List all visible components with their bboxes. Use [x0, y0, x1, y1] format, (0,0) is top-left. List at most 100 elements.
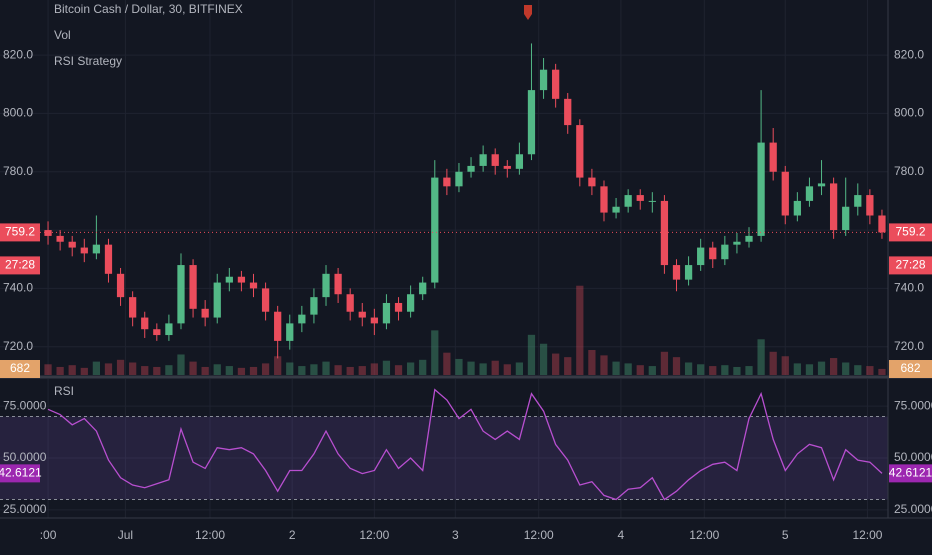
candle-body	[455, 171, 463, 187]
volume-bar	[491, 360, 499, 375]
volume-bar	[431, 330, 439, 375]
candle-body	[781, 171, 789, 216]
volume-bar	[68, 365, 76, 375]
y-tick-label: 800.0	[894, 106, 924, 120]
volume-bar	[564, 357, 572, 375]
candle-body	[805, 186, 814, 201]
indicator-label: RSI Strategy	[54, 54, 122, 68]
volume-bar	[757, 339, 765, 375]
volume-bar	[443, 352, 451, 375]
y-tick-label: 800.0	[3, 106, 33, 120]
volume-bar	[515, 362, 524, 375]
volume-bar	[697, 364, 705, 375]
candle-body	[697, 247, 705, 266]
candle-body	[684, 265, 693, 280]
candle-body	[165, 323, 173, 336]
rsi-title: RSI	[54, 384, 74, 398]
price-label-box	[0, 360, 40, 378]
candle-body	[177, 265, 185, 324]
rsi-band	[0, 416, 888, 500]
price-label-box	[0, 256, 40, 275]
x-tick-label: 12:00	[852, 528, 882, 542]
volume-bar	[104, 363, 113, 375]
volume-bar	[672, 357, 681, 375]
candle-body	[80, 247, 88, 254]
candle-body	[721, 244, 729, 260]
volume-bar	[406, 362, 415, 375]
price-label: 42.6121	[889, 466, 932, 480]
volume-bar	[467, 361, 475, 375]
volume-bar	[503, 364, 511, 375]
volume-bar	[56, 366, 64, 375]
x-tick-label: 12:00	[524, 528, 554, 542]
volume-bar	[660, 351, 669, 375]
x-tick-label: 5	[782, 528, 789, 542]
candle-body	[394, 302, 403, 312]
volume-bar	[298, 366, 306, 375]
candle-body	[274, 311, 282, 341]
y-tick-label: 25.0000	[894, 502, 932, 516]
volume-bar	[854, 365, 862, 375]
candle-body	[854, 195, 862, 207]
candle-body	[322, 273, 330, 298]
candle-body	[552, 69, 560, 99]
candle-body	[648, 200, 656, 202]
volume-bar	[588, 350, 596, 375]
candle-body	[817, 183, 826, 187]
y-tick-label: 720.0	[3, 339, 33, 353]
volume-bar	[600, 355, 608, 375]
price-label: 42.6121	[0, 466, 42, 480]
volume-bar	[781, 356, 789, 375]
volume-bar	[261, 363, 270, 375]
candle-body	[588, 177, 596, 187]
indicator-label: Vol	[54, 28, 71, 42]
volume-bar	[527, 334, 536, 375]
volume-bar	[44, 364, 52, 375]
candle-body	[310, 297, 318, 315]
volume-bar	[721, 365, 729, 375]
candle-body	[334, 273, 342, 295]
x-tick-label: 2	[289, 528, 296, 542]
volume-bar	[310, 364, 318, 375]
candle-body	[189, 265, 197, 309]
volume-bar	[745, 366, 753, 375]
candle-body	[709, 247, 717, 260]
candle-body	[503, 165, 511, 169]
volume-bar	[382, 360, 391, 375]
candle-body	[467, 165, 475, 172]
candle-body	[564, 98, 572, 126]
strategy-signal	[524, 5, 532, 20]
y-tick-label: 780.0	[894, 164, 924, 178]
candle-body	[515, 154, 524, 169]
volume-bar	[878, 368, 886, 375]
volume-bar	[249, 366, 258, 375]
volume-bar	[829, 358, 838, 375]
candle-body	[757, 142, 765, 236]
candle-body	[527, 90, 536, 155]
candle-body	[68, 241, 76, 248]
candle-body	[539, 69, 548, 91]
candle-body	[624, 195, 632, 207]
candle-body	[672, 265, 681, 280]
volume-bar	[793, 363, 801, 375]
y-tick-label: 740.0	[3, 281, 33, 295]
volume-bar	[394, 365, 403, 375]
volume-bar	[612, 361, 620, 375]
candle-body	[576, 125, 584, 178]
candle-body	[443, 177, 451, 187]
volume-bar	[769, 351, 777, 375]
volume-bar	[552, 353, 560, 375]
candle-body	[129, 297, 137, 318]
candle-body	[793, 200, 801, 216]
volume-bar	[684, 362, 693, 375]
volume-bar	[92, 361, 101, 375]
volume-bar	[648, 366, 656, 375]
price-label: 27:28	[895, 258, 925, 272]
y-tick-label: 75.0000	[3, 398, 47, 412]
volume-bar	[274, 356, 282, 375]
candle-body	[745, 235, 753, 242]
volume-bar	[334, 365, 342, 375]
y-tick-label: 820.0	[894, 47, 924, 61]
y-tick-label: 50.0000	[894, 450, 932, 464]
